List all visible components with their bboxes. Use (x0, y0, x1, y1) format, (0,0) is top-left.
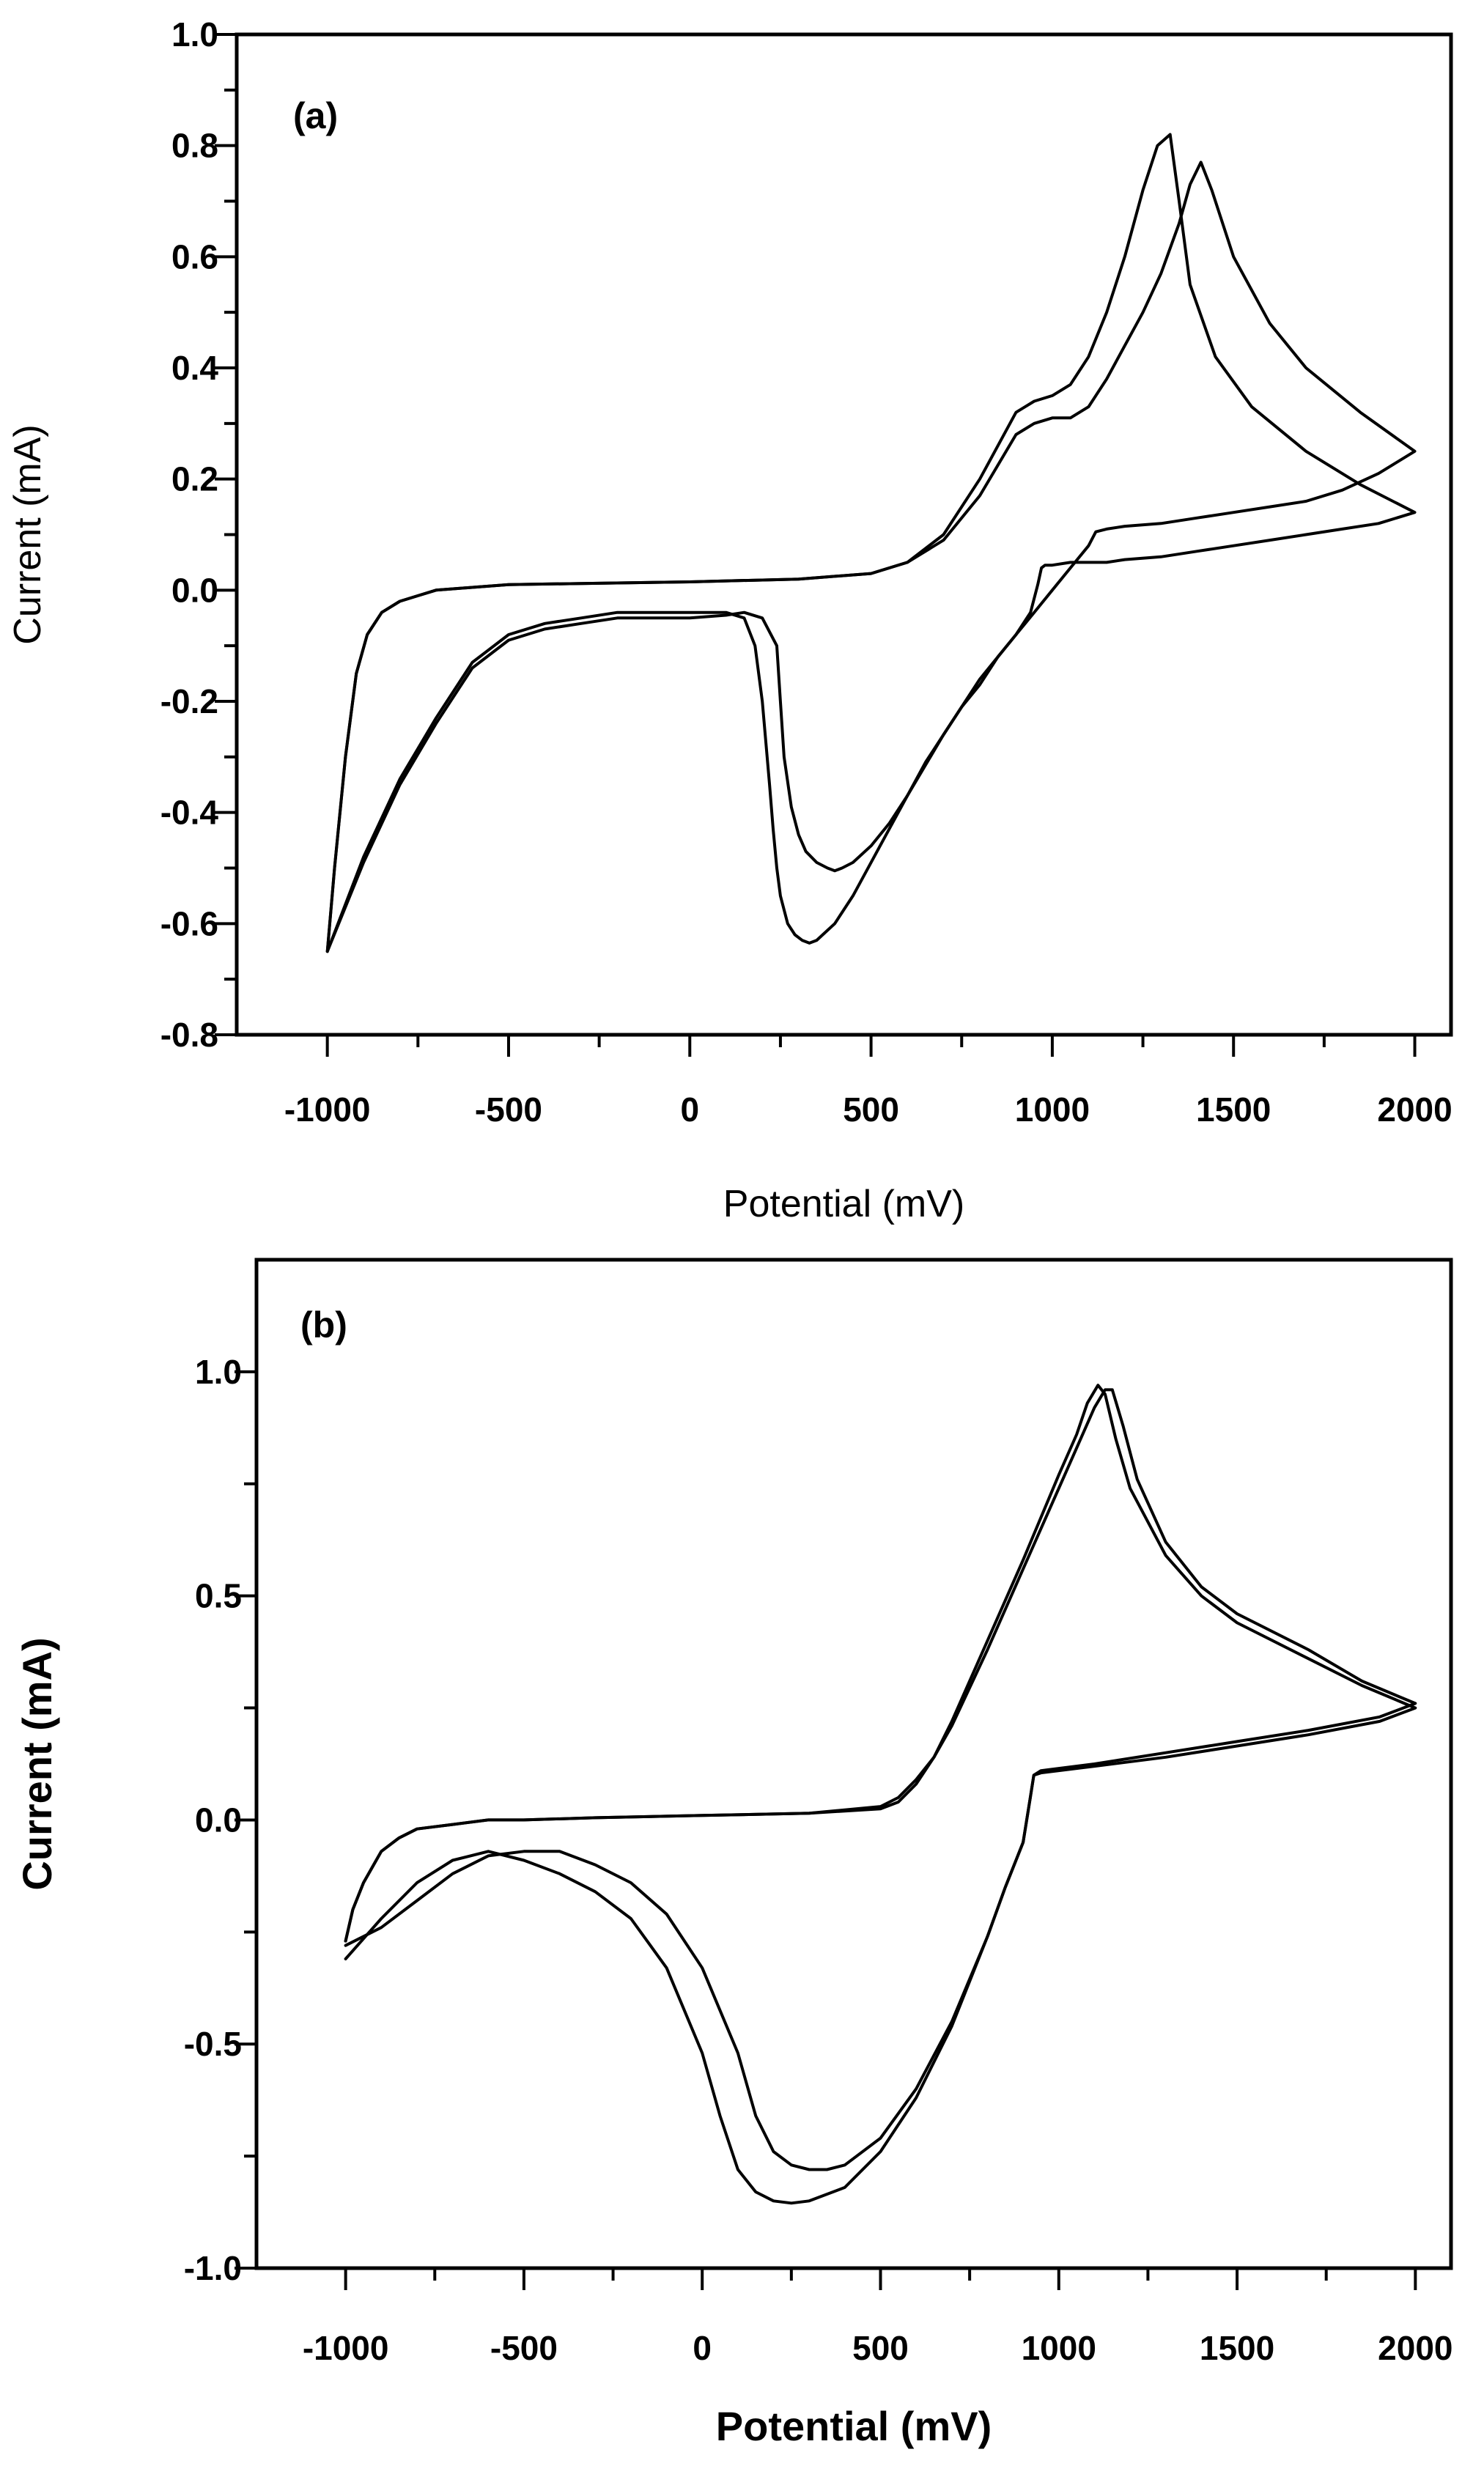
x-tick-label: -500 (490, 2329, 558, 2367)
x-tick-label: -1000 (284, 1090, 371, 1129)
y-tick-label: 0.2 (171, 460, 218, 498)
x-axis-title: Potential (mV) (723, 1183, 964, 1225)
y-tick-label: 0.0 (171, 571, 218, 609)
x-tick-label: 1000 (1015, 1090, 1090, 1129)
y-tick-label: -0.6 (160, 904, 218, 942)
y-tick-label: -1.0 (184, 2249, 242, 2287)
y-tick-label: -0.8 (160, 1016, 218, 1054)
y-tick-label: 0.5 (195, 1577, 242, 1615)
x-tick-label: -1000 (303, 2329, 389, 2367)
x-tick-label: 500 (843, 1090, 899, 1129)
x-tick-label: -500 (475, 1090, 542, 1129)
y-tick-label: 0.4 (171, 349, 218, 387)
y-axis-title: Current (mA) (14, 1637, 60, 1890)
y-tick-label: 0.8 (171, 127, 218, 165)
x-axis-title: Potential (mV) (716, 2403, 992, 2449)
y-tick-label: -0.2 (160, 682, 218, 720)
panel-a: -1000 -500 0 500 1000 1500 2000 -0.8 -0.6 -0.4 -0.… (7, 15, 1453, 1225)
x-tick-label: 1500 (1200, 2329, 1274, 2367)
series-line-1 (325, 133, 1417, 953)
x-tick-label: 500 (852, 2329, 909, 2367)
x-tick-label: 2000 (1378, 2329, 1452, 2367)
y-tick-label: 1.0 (171, 15, 218, 53)
x-tick-label: 1000 (1022, 2329, 1096, 2367)
y-tick-label: 1.0 (195, 1353, 242, 1391)
panel-b: -1000 -500 0 500 1000 1500 2000 -1.0 -0.5 0.0 0.5 1… (14, 1258, 1453, 2449)
y-tick-label: 0.6 (171, 237, 218, 276)
series-line-2 (325, 160, 1417, 953)
plot-frame (254, 1258, 1453, 2270)
series-line-2 (344, 1388, 1417, 2171)
panel-label: (b) (300, 1304, 347, 1345)
x-tick-label: 1500 (1196, 1090, 1271, 1129)
y-tick-label: -0.4 (160, 794, 219, 832)
y-tick-label: -0.5 (184, 2025, 242, 2063)
x-tick-label: 0 (680, 1090, 699, 1129)
series-line-1 (344, 1384, 1417, 2205)
plot-frame (235, 32, 1453, 1037)
x-tick-label: 2000 (1377, 1090, 1452, 1129)
y-tick-label: 0.0 (195, 1801, 242, 1839)
y-axis-title: Current (mA) (7, 424, 49, 644)
x-tick-label: 0 (693, 2329, 712, 2367)
panel-label: (a) (293, 95, 338, 136)
